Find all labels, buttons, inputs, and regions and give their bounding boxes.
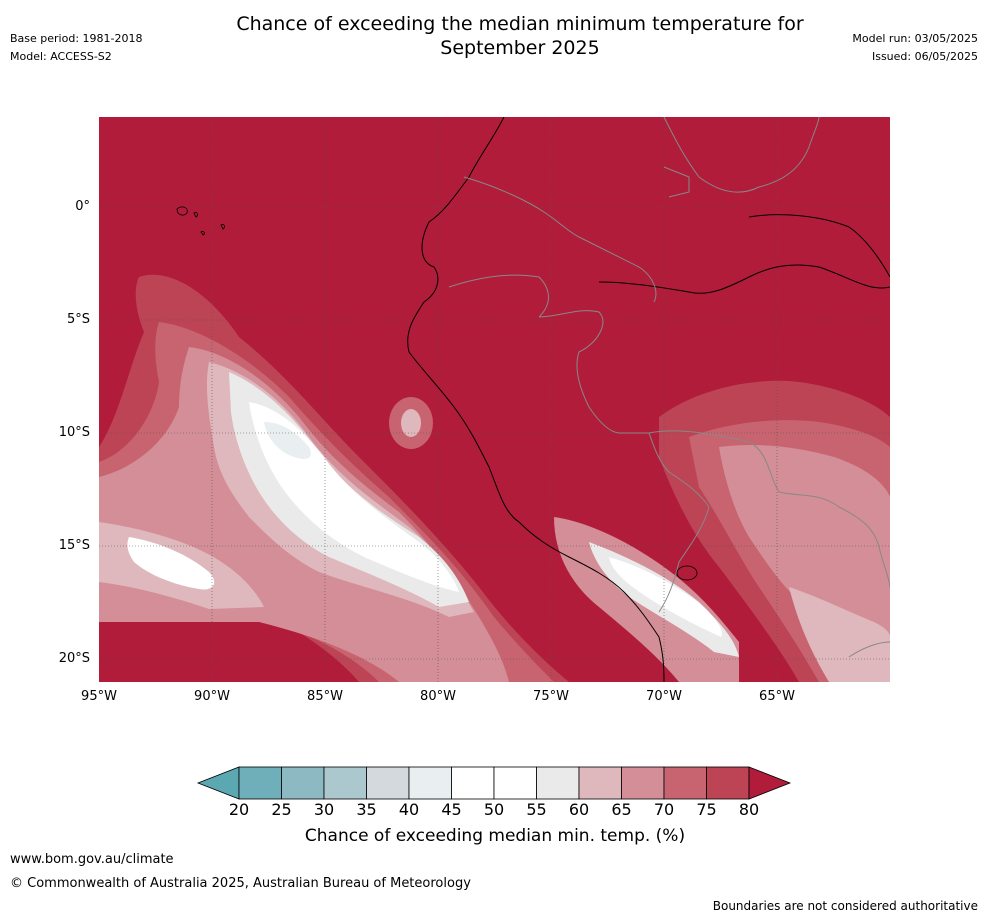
lat-label-0: 0° (75, 199, 90, 214)
ocean-band-45 (264, 422, 311, 459)
colorbar (196, 766, 792, 800)
colorbar-segment-70-75 (663, 766, 707, 800)
lon-label-90w: 90°W (194, 689, 230, 704)
coastline (407, 117, 665, 682)
lon-label-80w: 80°W (420, 689, 456, 704)
colorbar-segment-65-70 (621, 766, 665, 800)
colorbar-high-arrow (748, 766, 792, 800)
title-line-1: Chance of exceeding the median minimum t… (236, 13, 804, 35)
title-line-2: September 2025 (440, 37, 600, 59)
map-title: Chance of exceeding the median minimum t… (170, 12, 870, 60)
colorbar-segment-75-80 (706, 766, 750, 800)
copyright: © Commonwealth of Australia 2025, Austra… (10, 876, 471, 891)
colorbar-tick-30: 30 (313, 800, 335, 819)
model-name: Model: ACCESS-S2 (10, 50, 112, 63)
colorbar-segment-55-60 (536, 766, 580, 800)
colorbar-tick-65: 65 (611, 800, 632, 819)
colorbar-tick-80: 80 (738, 800, 760, 819)
model-info: Base period: 1981-2018 Model: ACCESS-S2 (10, 30, 142, 66)
lon-label-75w: 75°W (533, 689, 569, 704)
colorbar-segment-45-50 (451, 766, 495, 800)
gridlines (99, 117, 890, 682)
colorbar-segment-40-45 (408, 766, 452, 800)
colorbar-tick-60: 60 (568, 800, 590, 819)
country-borders (448, 117, 890, 658)
run-info: Model run: 03/05/2025 Issued: 06/05/2025 (852, 30, 978, 66)
galapagos-islands (176, 206, 225, 236)
colorbar-tick-70: 70 (653, 800, 675, 819)
colorbar-tick-20: 20 (228, 800, 250, 819)
interior-band-60 (789, 587, 890, 682)
colorbar-tick-25: 25 (271, 800, 292, 819)
colorbar-tick-45: 45 (441, 800, 462, 819)
colorbar-tick-40: 40 (398, 800, 420, 819)
colorbar-tick-75: 75 (696, 800, 717, 819)
lat-label-5s: 5°S (66, 312, 90, 327)
colorbar-segment-35-40 (366, 766, 410, 800)
coast-band-50 (609, 557, 722, 637)
colorbar-segment-20-25 (238, 766, 282, 800)
lon-label-65w: 65°W (759, 689, 795, 704)
lake-titicaca (676, 565, 698, 581)
colorbar-tick-35: 35 (356, 800, 377, 819)
colorbar-segment-50-55 (493, 766, 537, 800)
lat-label-15s: 15°S (58, 538, 90, 553)
colorbar-segment-60-65 (578, 766, 622, 800)
lon-label-70w: 70°W (646, 689, 682, 704)
interior-band-65 (719, 445, 890, 657)
boundary-disclaimer: Boundaries are not considered authoritat… (712, 899, 978, 913)
caribbean-coastline (598, 214, 890, 294)
lon-label-85w: 85°W (307, 689, 343, 704)
colorbar-segment-25-30 (281, 766, 325, 800)
colorbar-low-arrow (196, 766, 240, 800)
colorbar-label: Chance of exceeding median min. temp. (%… (304, 826, 686, 846)
lon-label-95w: 95°W (81, 689, 117, 704)
lat-label-10s: 10°S (58, 425, 90, 440)
bom-url: www.bom.gov.au/climate (10, 852, 174, 867)
forecast-map (99, 117, 890, 682)
small-patch-60 (401, 409, 421, 437)
issued-date: Issued: 06/05/2025 (871, 50, 978, 63)
west-band-50 (127, 537, 215, 590)
colorbar-tick-50: 50 (483, 800, 505, 819)
model-run: Model run: 03/05/2025 (852, 32, 978, 45)
lat-label-20s: 20°S (58, 651, 90, 666)
colorbar-segment-30-35 (323, 766, 367, 800)
base-period: Base period: 1981-2018 (10, 32, 143, 45)
colorbar-tick-55: 55 (526, 800, 547, 819)
